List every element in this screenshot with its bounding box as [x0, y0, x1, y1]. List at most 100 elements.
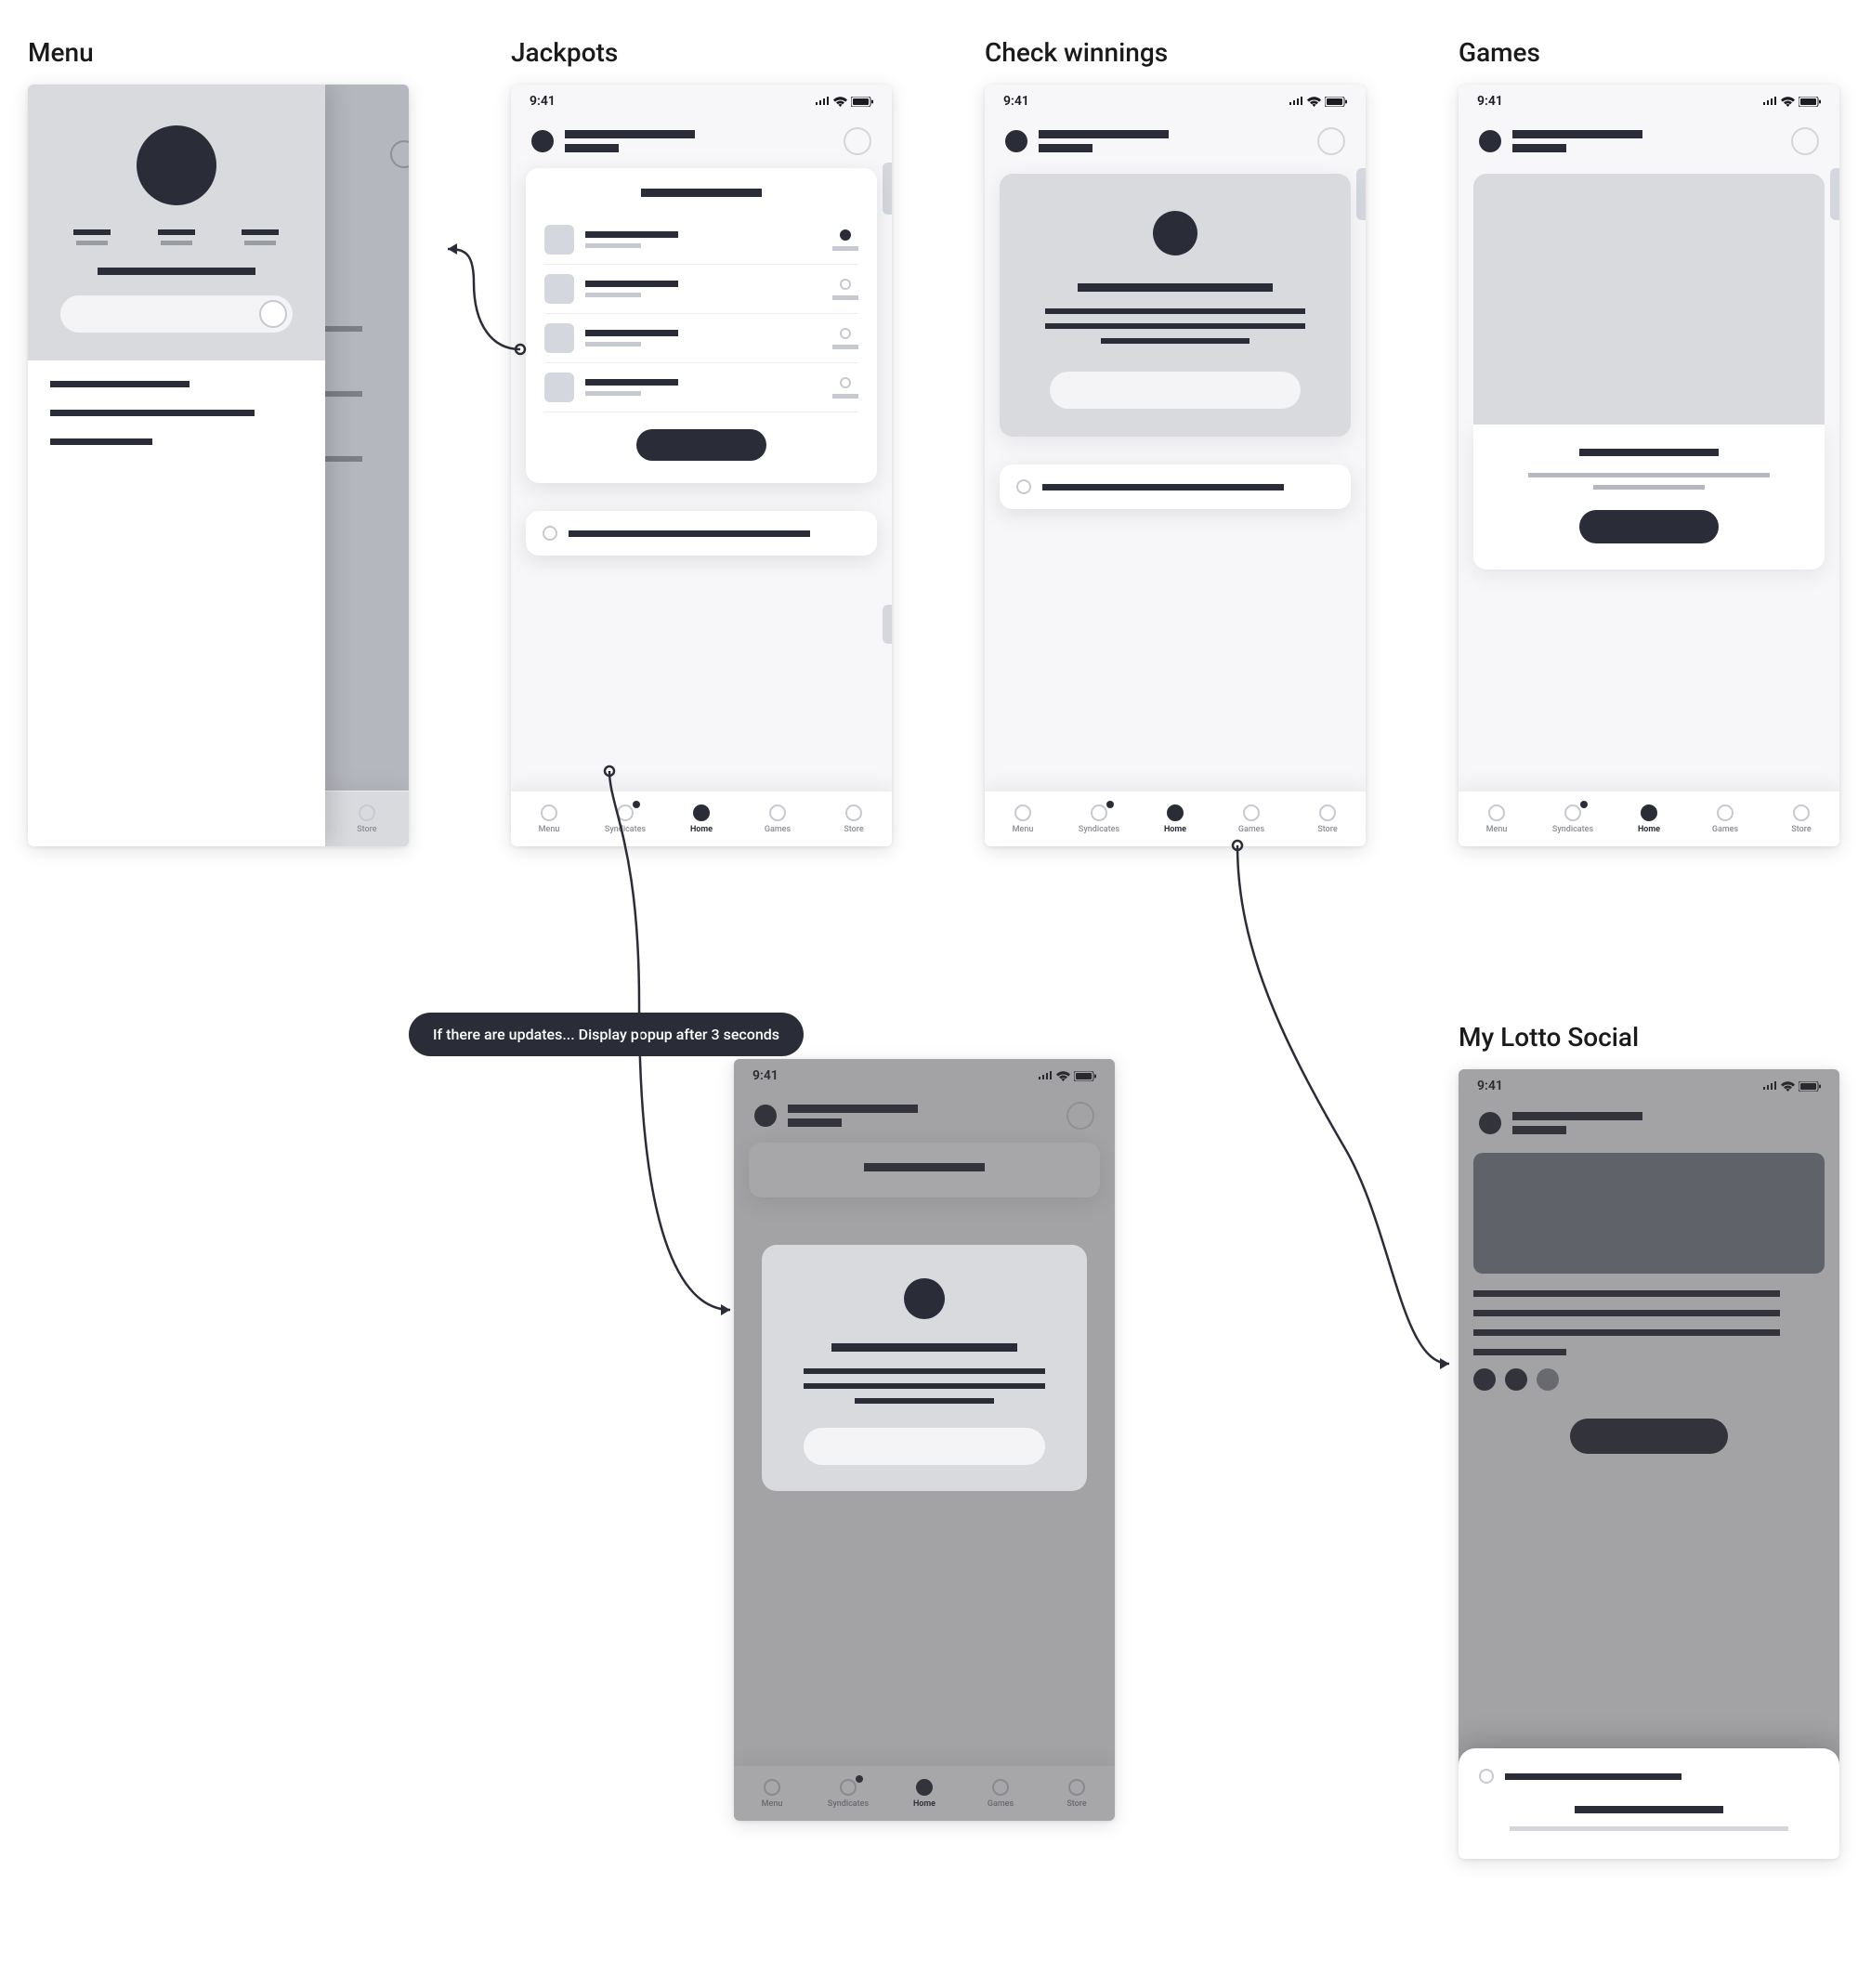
winnings-card	[1000, 174, 1351, 437]
menu-toggle-pill[interactable]	[60, 295, 293, 333]
status-time: 9:41	[1003, 94, 1029, 109]
flow-note-text: If there are updates... Display popup af…	[433, 1026, 779, 1043]
header-avatar-icon[interactable]	[1479, 130, 1501, 152]
jackpot-row[interactable]	[544, 363, 858, 412]
mini-title-placeholder	[569, 530, 810, 537]
label-games: Games	[1459, 37, 1839, 68]
signal-icon	[1038, 1071, 1053, 1080]
tab-syndicates[interactable]: Syndicates	[1071, 804, 1127, 834]
popup-text-placeholder	[804, 1383, 1045, 1389]
screen-menu: Menu Store	[28, 37, 409, 846]
label-my-lotto-social: My Lotto Social	[1459, 1022, 1839, 1053]
menu-username-placeholder	[98, 268, 255, 275]
wifi-icon	[1307, 97, 1321, 107]
menu-drawer[interactable]	[28, 85, 325, 846]
card-text-placeholder	[1528, 473, 1770, 477]
tab-bar: Menu Syndicates Home Games Store	[985, 791, 1366, 846]
bottom-sheet[interactable]	[1459, 1748, 1839, 1859]
tab-menu[interactable]: Menu	[995, 804, 1051, 834]
tab-games[interactable]: Games	[1697, 804, 1753, 834]
social-text-placeholder	[1473, 1349, 1566, 1355]
dimmed-card	[749, 1143, 1100, 1197]
status-icons	[1762, 1081, 1821, 1092]
secondary-card[interactable]	[1000, 464, 1351, 509]
sheet-ring-icon	[1479, 1769, 1494, 1784]
app-header	[1459, 1103, 1839, 1147]
tab-home[interactable]: Home	[1621, 804, 1677, 834]
card-text-placeholder	[1045, 323, 1305, 329]
popup-hero-icon	[904, 1278, 945, 1319]
jackpot-row[interactable]	[544, 314, 858, 363]
primary-button[interactable]	[1570, 1419, 1728, 1454]
tab-home[interactable]: Home	[1147, 804, 1203, 834]
tab-bar: Menu Syndicates Home Games Store	[734, 1765, 1115, 1821]
label-jackpots: Jackpots	[511, 37, 892, 68]
scroll-indicator	[1356, 168, 1366, 220]
social-avatars	[1473, 1368, 1825, 1391]
header-action-button[interactable]	[1791, 127, 1819, 155]
header-action-button	[1066, 1102, 1094, 1130]
menu-item[interactable]	[50, 381, 190, 387]
avatar-dot-icon[interactable]	[1537, 1368, 1559, 1391]
menu-stats	[50, 229, 303, 245]
header-title-placeholder	[1512, 130, 1642, 152]
avatar-dot-icon[interactable]	[1473, 1368, 1496, 1391]
wifi-icon	[1781, 1081, 1795, 1092]
tab-games[interactable]: Games	[750, 804, 805, 834]
tab-store[interactable]: Store	[1300, 804, 1355, 834]
header-title-placeholder	[788, 1105, 918, 1127]
tab-menu[interactable]: Menu	[521, 804, 577, 834]
secondary-button[interactable]	[1050, 372, 1301, 409]
popup-button[interactable]	[804, 1428, 1045, 1465]
status-icons	[1038, 1071, 1096, 1081]
jackpot-thumb-icon	[544, 225, 574, 255]
flow-note: If there are updates... Display popup af…	[409, 1013, 804, 1056]
menu-item[interactable]	[50, 410, 255, 416]
secondary-card[interactable]	[526, 511, 877, 556]
sheet-text-placeholder	[1510, 1826, 1788, 1831]
screen-my-lotto-social: My Lotto Social 9:41	[1459, 1022, 1839, 1859]
label-check-winnings: Check winnings	[985, 37, 1366, 68]
header-avatar-icon[interactable]	[531, 130, 554, 152]
menu-item[interactable]	[50, 438, 152, 445]
tab-store[interactable]: Store	[826, 804, 882, 834]
phone-menu: Store	[28, 85, 409, 846]
tab-home[interactable]: Home	[674, 804, 729, 834]
avatar-icon[interactable]	[137, 125, 216, 205]
game-card-body	[1473, 425, 1825, 569]
social-title-placeholder	[1473, 1290, 1780, 1297]
stat-item	[73, 229, 111, 245]
phone-check-winnings: 9:41	[985, 85, 1366, 846]
signal-icon	[1762, 97, 1777, 106]
toggle-knob-icon	[259, 300, 287, 328]
tab-store[interactable]: Store	[1773, 804, 1829, 834]
screen-jackpots: Jackpots 9:41	[511, 37, 892, 846]
backdrop-ring	[390, 140, 409, 168]
card-title-placeholder	[1078, 283, 1273, 292]
social-hero-image	[1473, 1153, 1825, 1274]
badge-dot-icon	[1106, 801, 1114, 808]
app-header	[734, 1092, 1115, 1143]
header-action-button[interactable]	[844, 127, 871, 155]
header-action-button[interactable]	[1317, 127, 1345, 155]
status-time: 9:41	[530, 94, 556, 109]
badge-dot-icon	[633, 801, 640, 808]
status-icons	[1289, 97, 1347, 107]
tab-syndicates[interactable]: Syndicates	[1545, 804, 1601, 834]
popup-text-placeholder	[804, 1368, 1045, 1374]
tab-games[interactable]: Games	[1223, 804, 1279, 834]
jackpot-thumb-icon	[544, 373, 574, 402]
tab-home: Home	[896, 1779, 952, 1809]
header-title-placeholder	[565, 130, 695, 152]
jackpot-row[interactable]	[544, 265, 858, 314]
avatar-dot-icon[interactable]	[1505, 1368, 1527, 1391]
primary-button[interactable]	[636, 429, 766, 461]
header-avatar-icon[interactable]	[1005, 130, 1027, 152]
card-title-placeholder	[641, 189, 762, 197]
tab-syndicates[interactable]: Syndicates	[597, 804, 653, 834]
phone-jackpots: 9:41	[511, 85, 892, 846]
jackpot-row[interactable]	[544, 216, 858, 265]
primary-button[interactable]	[1579, 510, 1719, 543]
scroll-indicator	[1830, 168, 1839, 220]
tab-menu[interactable]: Menu	[1469, 804, 1524, 834]
